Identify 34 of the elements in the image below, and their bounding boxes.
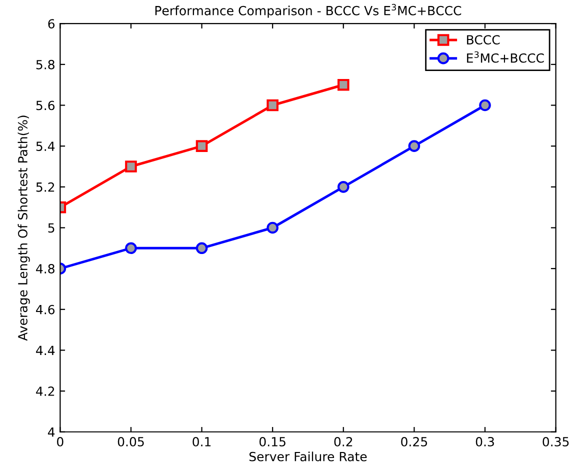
- y-tick-label: 4.6: [36, 304, 55, 314]
- point: [125, 242, 137, 254]
- chart-title: Performance Comparison - BCCC Vs E$^{3}$MC+BCCC: [155, 4, 462, 18]
- y-tick-label: 5: [48, 223, 54, 233]
- point: [266, 222, 278, 234]
- point: [337, 78, 350, 91]
- y-tick-label: 4.4: [36, 346, 55, 355]
- x-tick-label: 0.05: [118, 436, 144, 446]
- legend-label: BCCC: [467, 35, 500, 45]
- y-tick-label: 5.8: [36, 60, 54, 70]
- y-tick-label: 4.2: [36, 386, 54, 396]
- y-axis-title: Average Length Of Shortest Path(%): [18, 116, 30, 341]
- point: [196, 242, 208, 254]
- point: [196, 140, 208, 152]
- point: [479, 99, 491, 112]
- y-tick-label: 4: [48, 428, 55, 437]
- point: [337, 181, 350, 193]
- y-tick-label: 6: [48, 19, 55, 29]
- legend-label: E$^{3}$MC+BCCC: [467, 51, 544, 63]
- x-tick-label: 0.2: [334, 436, 352, 446]
- point: [408, 140, 420, 152]
- x-tick-label: 0.35: [542, 436, 569, 446]
- x-tick-label: 0.25: [401, 436, 428, 446]
- point: [125, 160, 137, 172]
- y-tick-label: 5.2: [36, 182, 54, 192]
- y-tick-label: 5.6: [36, 100, 55, 110]
- x-tick-label: 0.1: [192, 436, 211, 446]
- point: [266, 99, 278, 112]
- y-tick-label: 5.4: [36, 142, 55, 152]
- x-tick-label: 0.3: [476, 436, 494, 446]
- x-axis-title: Server Failure Rate: [249, 452, 367, 462]
- x-tick-label: 0: [57, 436, 64, 446]
- x-tick-label: 0.15: [259, 436, 286, 446]
- y-tick-label: 4.8: [36, 264, 54, 274]
